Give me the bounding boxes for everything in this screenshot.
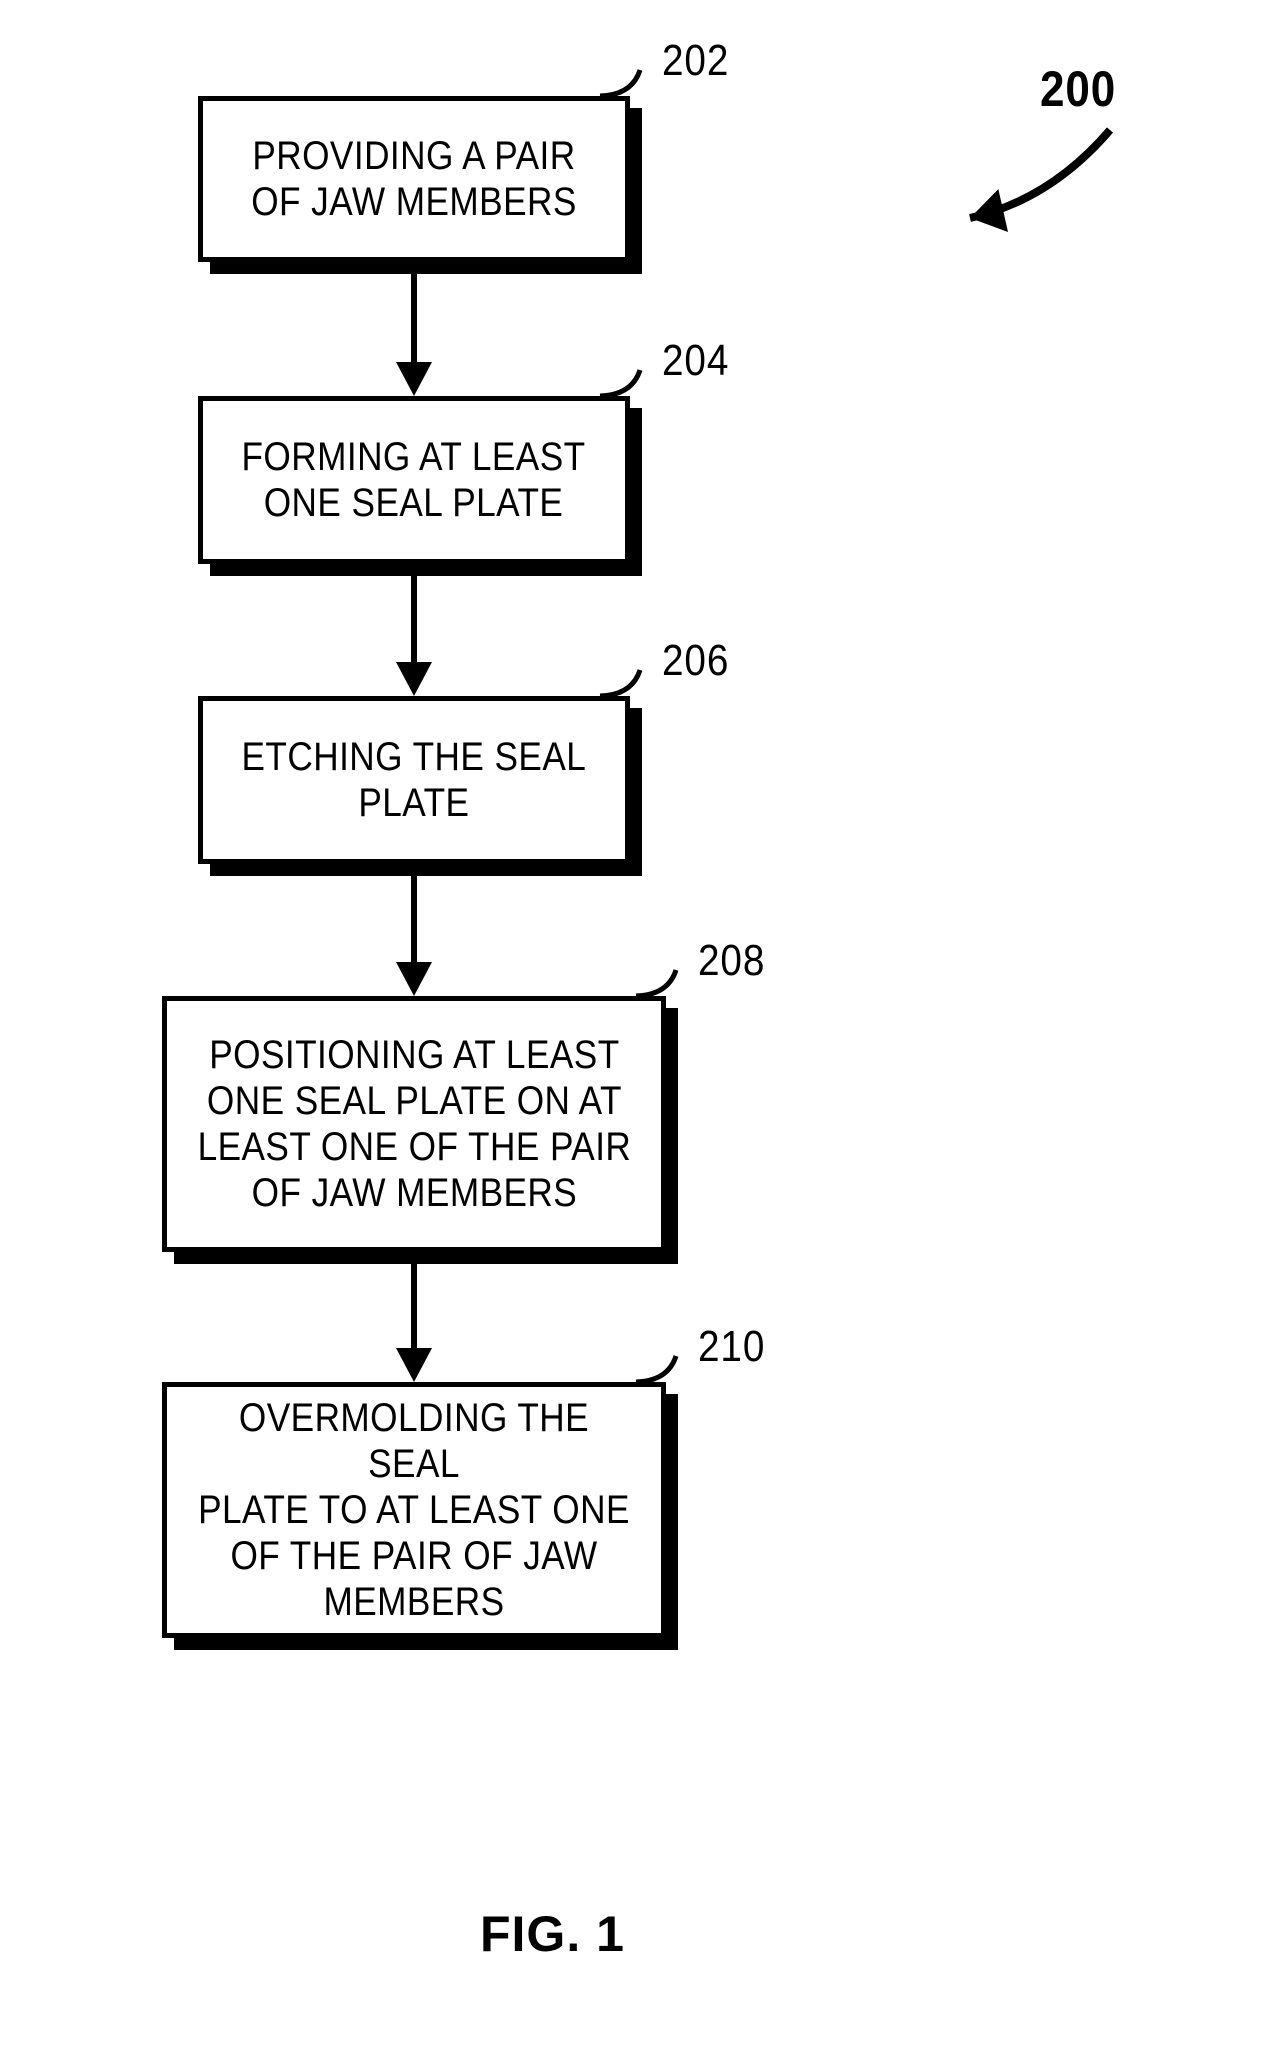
figure-ref-label: 200 bbox=[1040, 60, 1116, 118]
node-box: ETCHING THE SEAL PLATE bbox=[198, 696, 630, 864]
arrowhead-down-icon bbox=[396, 1348, 432, 1382]
flow-edge bbox=[411, 876, 417, 962]
node-ref-label-206: 206 bbox=[662, 636, 729, 686]
flow-node-204: FORMING AT LEAST ONE SEAL PLATE bbox=[198, 396, 642, 576]
node-ref-label-210: 210 bbox=[698, 1322, 765, 1372]
flow-edge bbox=[411, 1264, 417, 1348]
flow-edge bbox=[411, 274, 417, 362]
leader-line bbox=[626, 1346, 686, 1392]
leader-line bbox=[590, 660, 650, 706]
arrowhead-down-icon bbox=[396, 662, 432, 696]
node-text: FORMING AT LEAST ONE SEAL PLATE bbox=[242, 434, 586, 526]
node-text: POSITIONING AT LEAST ONE SEAL PLATE ON A… bbox=[197, 1032, 631, 1216]
ref-arrow-200 bbox=[940, 100, 1140, 248]
flow-node-208: POSITIONING AT LEAST ONE SEAL PLATE ON A… bbox=[162, 996, 678, 1264]
node-box: PROVIDING A PAIR OF JAW MEMBERS bbox=[198, 96, 630, 262]
arrowhead-down-icon bbox=[396, 962, 432, 996]
node-text: OVERMOLDING THE SEAL PLATE TO AT LEAST O… bbox=[197, 1395, 632, 1625]
node-box: POSITIONING AT LEAST ONE SEAL PLATE ON A… bbox=[162, 996, 666, 1252]
arrowhead-down-icon bbox=[396, 362, 432, 396]
node-ref-label-204: 204 bbox=[662, 336, 729, 386]
leader-line bbox=[626, 960, 686, 1006]
flow-edge bbox=[411, 576, 417, 662]
flow-node-206: ETCHING THE SEAL PLATE bbox=[198, 696, 642, 876]
flow-node-210: OVERMOLDING THE SEAL PLATE TO AT LEAST O… bbox=[162, 1382, 678, 1650]
leader-line bbox=[590, 60, 650, 106]
figure-caption: FIG. 1 bbox=[480, 1905, 625, 1963]
node-text: PROVIDING A PAIR OF JAW MEMBERS bbox=[251, 133, 577, 225]
node-text: ETCHING THE SEAL PLATE bbox=[242, 734, 587, 826]
node-box: OVERMOLDING THE SEAL PLATE TO AT LEAST O… bbox=[162, 1382, 666, 1638]
node-ref-label-208: 208 bbox=[698, 936, 765, 986]
leader-line bbox=[590, 360, 650, 406]
node-ref-label-202: 202 bbox=[662, 36, 729, 86]
node-box: FORMING AT LEAST ONE SEAL PLATE bbox=[198, 396, 630, 564]
flow-node-202: PROVIDING A PAIR OF JAW MEMBERS bbox=[198, 96, 642, 274]
